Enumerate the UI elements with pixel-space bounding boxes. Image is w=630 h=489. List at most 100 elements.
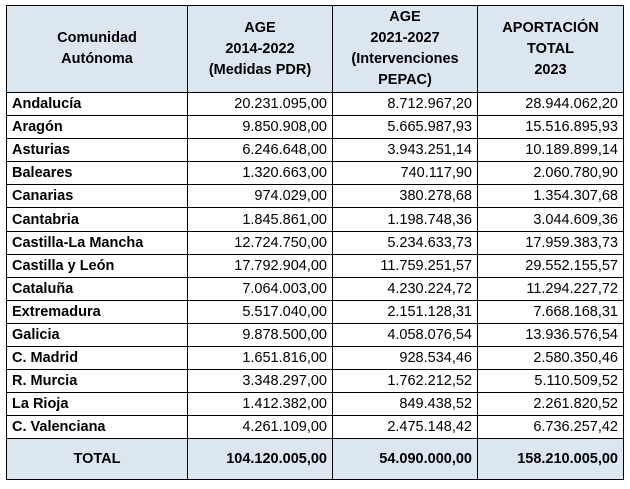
age-pdr-value: 20.231.095,00 — [187, 91, 333, 117]
table-row: Cantabria 1.845.861,00 1.198.748,36 3.044.6… — [6, 207, 624, 232]
region-name: Galicia — [6, 322, 188, 348]
region-name: Extremadura — [6, 299, 188, 324]
header-line: (Medidas PDR) — [208, 61, 312, 78]
total-value: 1.354.307,68 — [477, 184, 624, 209]
totals-label: TOTAL — [6, 438, 188, 481]
region-name: R. Murcia — [6, 369, 188, 394]
age-pdr-value: 974.029,00 — [187, 184, 333, 209]
region-name: C. Madrid — [6, 346, 188, 371]
age-pdr-value: 1.651.816,00 — [187, 346, 333, 371]
header-line: APORTACIÓN — [502, 19, 599, 36]
age-pepac-value: 1.762.212,52 — [332, 369, 478, 394]
region-name: Asturias — [6, 138, 188, 163]
age-pdr-value: 7.064.003,00 — [187, 276, 333, 301]
region-name: Canarias — [6, 184, 188, 209]
total-value: 2.261.820,52 — [477, 392, 624, 417]
header-line: 2023 — [534, 61, 567, 78]
header-line: TOTAL — [527, 40, 574, 57]
table-container: Comunidad Autónoma AGE 2014-2022 (Medidas PD… — [6, 5, 624, 481]
total-value: 6.736.257,42 — [477, 415, 624, 440]
age-pepac-value: 3.943.251,14 — [332, 138, 478, 163]
total-value: 10.189.899,14 — [477, 138, 624, 163]
region-name: Baleares — [6, 161, 188, 186]
header-line: AGE — [389, 9, 421, 25]
age-pdr-value: 12.724.750,00 — [187, 230, 333, 255]
region-name: Cataluña — [6, 276, 188, 301]
region-name: Castilla y León — [6, 253, 188, 278]
table-row: Asturias 6.246.648,00 3.943.251,14 10.189.8… — [6, 138, 624, 163]
region-name: C. Valenciana — [6, 415, 188, 440]
age-pepac-value: 8.712.967,20 — [332, 91, 478, 117]
table-row: Galicia 9.878.500,00 4.058.076,54 13.936.57… — [6, 322, 624, 348]
total-value: 7.668.168,31 — [477, 299, 624, 324]
table-row: C. Madrid 1.651.816,00 928.534,46 2.580.350… — [6, 346, 624, 371]
table-header: Comunidad Autónoma AGE 2014-2022 (Medidas PD… — [6, 5, 624, 93]
table-row: Aragón 9.850.908,00 5.665.987,93 15.516.895… — [6, 115, 624, 140]
total-value: 11.294.227,72 — [477, 276, 624, 301]
header-line: PEPAC) — [378, 72, 432, 88]
age-pepac-value: 849.438,52 — [332, 392, 478, 417]
table-row: C. Valenciana 4.261.109,00 2.475.148,42 6.7… — [6, 415, 624, 440]
totals-total: 158.210.005,00 — [477, 438, 624, 481]
age-pdr-value: 9.850.908,00 — [187, 115, 333, 140]
age-pdr-value: 1.412.382,00 — [187, 392, 333, 417]
total-value: 15.516.895,93 — [477, 115, 624, 140]
total-value: 2.060.780,90 — [477, 161, 624, 186]
age-pdr-value: 6.246.648,00 — [187, 138, 333, 163]
age-pdr-value: 1.845.861,00 — [187, 207, 333, 232]
table-row: Baleares 1.320.663,00 740.117,90 2.060.780,… — [6, 161, 624, 186]
header-age-pdr: AGE 2014-2022 (Medidas PDR) — [187, 5, 333, 93]
header-line: 2021-2027 — [370, 30, 440, 46]
total-value: 29.552.155,57 — [477, 253, 624, 278]
total-value: 3.044.609,36 — [477, 207, 624, 232]
total-value: 13.936.576,54 — [477, 322, 624, 348]
age-pdr-value: 4.261.109,00 — [187, 415, 333, 440]
header-line: Autónoma — [61, 51, 133, 67]
total-value: 28.944.062,20 — [477, 91, 624, 117]
age-pepac-value: 380.278,68 — [332, 184, 478, 209]
table-row: La Rioja 1.412.382,00 849.438,52 2.261.820,… — [6, 392, 624, 417]
table-row: Extremadura 5.517.040,00 2.151.128,31 7.668… — [6, 299, 624, 324]
age-pepac-value: 5.234.633,73 — [332, 230, 478, 255]
table-row: R. Murcia 3.348.297,00 1.762.212,52 5.110.5… — [6, 369, 624, 394]
table-row: Castilla y León 17.792.904,00 11.759.251,5… — [6, 253, 624, 278]
header-comunidad: Comunidad Autónoma — [6, 5, 188, 93]
table-body: Andalucía 20.231.095,00 8.712.967,20 28.944… — [6, 91, 624, 440]
age-pepac-value: 2.475.148,42 — [332, 415, 478, 440]
region-name: Aragón — [6, 115, 188, 140]
age-pepac-value: 740.117,90 — [332, 161, 478, 186]
region-name: Castilla-La Mancha — [6, 230, 188, 255]
table-footer: TOTAL 104.120.005,00 54.090.000,00 158.2… — [6, 438, 624, 481]
age-pdr-value: 3.348.297,00 — [187, 369, 333, 394]
header-aportacion-total: APORTACIÓN TOTAL 2023 — [477, 5, 624, 93]
header-line: (Intervenciones — [351, 51, 459, 67]
region-name: Andalucía — [6, 91, 188, 117]
table-row: Andalucía 20.231.095,00 8.712.967,20 28.944… — [6, 91, 624, 117]
region-name: La Rioja — [6, 392, 188, 417]
age-pepac-value: 11.759.251,57 — [332, 253, 478, 278]
totals-age-pdr: 104.120.005,00 — [187, 438, 333, 481]
age-pdr-value: 5.517.040,00 — [187, 299, 333, 324]
totals-row: TOTAL 104.120.005,00 54.090.000,00 158.2… — [6, 438, 624, 481]
age-pepac-value: 928.534,46 — [332, 346, 478, 371]
header-age-pepac: AGE 2021-2027 (Intervenciones PEPAC) — [332, 5, 478, 93]
age-pdr-value: 1.320.663,00 — [187, 161, 333, 186]
table-row: Castilla-La Mancha 12.724.750,00 5.234.633… — [6, 230, 624, 255]
totals-age-pepac: 54.090.000,00 — [332, 438, 478, 481]
table-row: Cataluña 7.064.003,00 4.230.224,72 11.294.2… — [6, 276, 624, 301]
age-pdr-value: 17.792.904,00 — [187, 253, 333, 278]
header-line: 2014-2022 — [225, 40, 295, 57]
total-value: 17.959.383,73 — [477, 230, 624, 255]
age-pdr-value: 9.878.500,00 — [187, 322, 333, 348]
age-pepac-value: 2.151.128,31 — [332, 299, 478, 324]
age-pepac-value: 5.665.987,93 — [332, 115, 478, 140]
age-pepac-value: 4.058.076,54 — [332, 322, 478, 348]
region-name: Cantabria — [6, 207, 188, 232]
age-pepac-value: 4.230.224,72 — [332, 276, 478, 301]
total-value: 5.110.509,52 — [477, 369, 624, 394]
total-value: 2.580.350,46 — [477, 346, 624, 371]
age-pepac-value: 1.198.748,36 — [332, 207, 478, 232]
header-row: Comunidad Autónoma AGE 2014-2022 (Medidas PD… — [6, 5, 624, 93]
funding-table: Comunidad Autónoma AGE 2014-2022 (Medidas PD… — [6, 5, 624, 481]
table-row: Canarias 974.029,00 380.278,68 1.354.307,68 — [6, 184, 624, 209]
